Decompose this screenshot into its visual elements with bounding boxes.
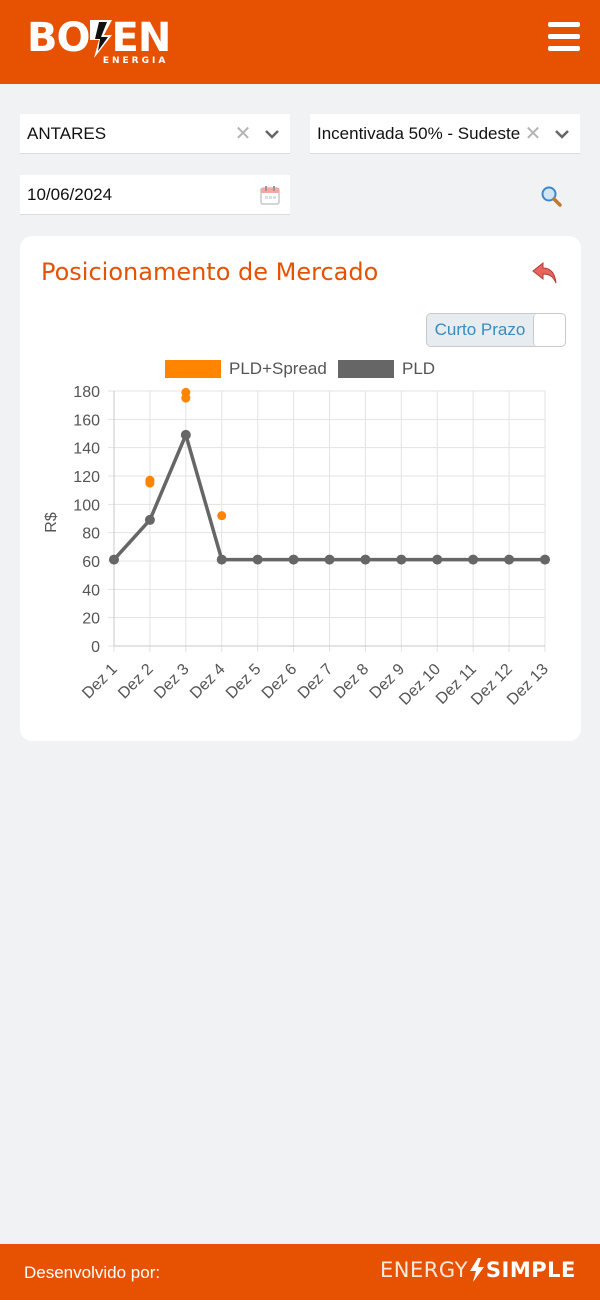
x-tick-label: Dez 2 <box>115 661 157 703</box>
data-point-pld <box>324 554 335 565</box>
data-point-pld-spread <box>181 387 191 397</box>
company-select[interactable]: ANTARES ✕ <box>20 114 290 154</box>
y-tick-label: 120 <box>73 469 100 486</box>
data-point-pld <box>144 514 155 525</box>
x-tick-label: Dez 4 <box>187 661 229 703</box>
toggle-label: Curto Prazo <box>434 320 526 339</box>
company-select-value: ANTARES <box>27 123 107 143</box>
data-point-pld <box>432 554 443 565</box>
logo-text-right: EN <box>111 15 172 61</box>
data-point-pld <box>468 554 479 565</box>
x-tick-label: Dez 7 <box>295 661 337 703</box>
data-point-pld <box>288 554 299 565</box>
y-tick-label: 40 <box>82 582 100 599</box>
x-tick-label: Dez 8 <box>331 661 373 703</box>
y-tick-label: 100 <box>73 497 100 514</box>
app-footer: Desenvolvido por: ENERGY SIMPLE <box>0 1244 600 1300</box>
data-point-pld <box>540 554 550 565</box>
legend-label: PLD+Spread <box>229 359 327 378</box>
lightning-bolt-icon <box>469 1258 484 1282</box>
card-title: Posicionamento de Mercado <box>41 258 379 286</box>
x-tick-label: Dez 6 <box>259 661 301 703</box>
y-tick-label: 180 <box>73 384 100 401</box>
x-tick-label: Dez 3 <box>151 661 193 703</box>
hamburger-menu-icon[interactable] <box>548 22 582 54</box>
energy-simple-logo[interactable]: ENERGY SIMPLE <box>380 1258 576 1282</box>
y-tick-label: 160 <box>73 412 100 429</box>
data-point-pld <box>252 554 263 565</box>
date-input[interactable]: 10/06/2024 <box>20 175 290 215</box>
clear-icon[interactable]: ✕ <box>524 123 542 145</box>
brand-light-text: ENERGY <box>380 1258 468 1282</box>
energy-type-select[interactable]: Incentivada 50% - Sudeste ✕ <box>310 114 580 154</box>
y-tick-label: 80 <box>82 526 100 543</box>
chevron-down-icon[interactable] <box>544 129 580 139</box>
undo-arrow-icon[interactable] <box>531 260 559 286</box>
calendar-icon[interactable] <box>259 184 281 206</box>
data-point-pld <box>180 429 191 440</box>
y-tick-label: 20 <box>82 611 100 628</box>
search-icon[interactable] <box>539 184 563 208</box>
y-axis-label: R$ <box>43 512 60 533</box>
lightning-bolt-icon <box>89 20 112 58</box>
y-tick-label: 140 <box>73 441 100 458</box>
market-position-card: Posicionamento de Mercado Curto Prazo 0 2… <box>20 236 581 741</box>
data-point-pld <box>360 554 371 565</box>
logo-text-left: BO <box>27 15 90 61</box>
y-tick-label: 0 <box>91 639 100 656</box>
data-point-pld <box>216 554 227 565</box>
clear-icon[interactable]: ✕ <box>234 123 252 145</box>
legend-label: PLD <box>402 359 435 378</box>
data-point-pld-spread <box>217 511 227 521</box>
date-input-value: 10/06/2024 <box>27 184 113 204</box>
toggle-knob[interactable] <box>533 314 565 346</box>
data-point-pld <box>504 554 515 565</box>
data-point-pld-spread <box>145 475 155 485</box>
x-tick-label: Dez 5 <box>223 661 265 703</box>
logo-subtitle: ENERGIA <box>102 56 169 66</box>
data-point-pld <box>396 554 407 565</box>
app-header: BO EN ENERGIA <box>0 0 600 84</box>
energy-type-select-value: Incentivada 50% - Sudeste <box>317 123 521 143</box>
data-point-pld <box>109 554 119 565</box>
boven-logo[interactable]: BO EN ENERGIA <box>27 15 172 66</box>
x-tick-label: Dez 10 <box>396 661 444 709</box>
developed-by-label: Desenvolvido por: <box>24 1263 161 1282</box>
y-tick-label: 60 <box>82 554 100 571</box>
chevron-down-icon[interactable] <box>254 129 290 139</box>
legend-swatch <box>165 360 221 378</box>
x-tick-label: Dez 1 <box>79 661 121 703</box>
brand-bold-text: SIMPLE <box>485 1258 576 1282</box>
curto-prazo-toggle[interactable]: Curto Prazo <box>426 313 566 347</box>
legend-swatch <box>338 360 394 378</box>
x-tick-label: Dez 13 <box>504 661 552 709</box>
